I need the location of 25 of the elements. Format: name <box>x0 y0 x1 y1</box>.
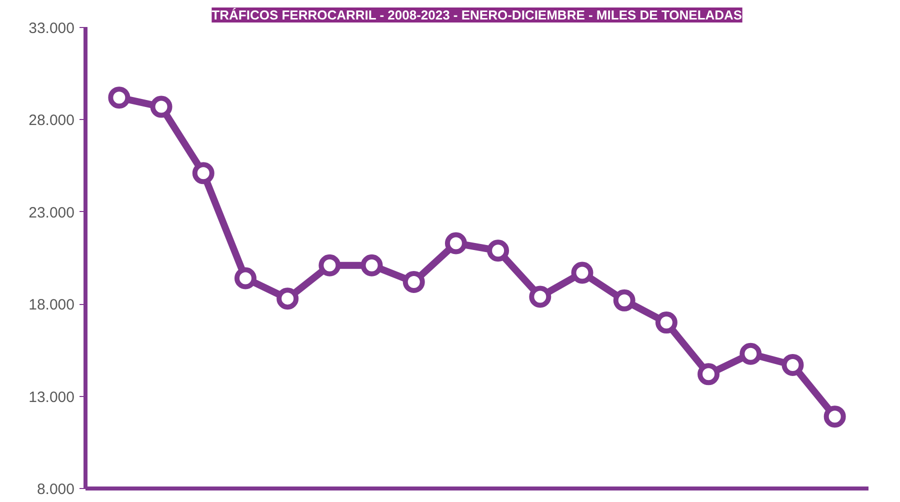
point <box>740 342 762 365</box>
point <box>613 289 636 312</box>
y-tick-label: 18.000 <box>28 296 75 314</box>
y-tick-label: 23.000 <box>28 204 75 222</box>
point <box>192 162 214 184</box>
point <box>698 363 720 386</box>
y-tick-label: 13.000 <box>28 388 75 406</box>
point <box>444 232 467 254</box>
point <box>487 240 510 262</box>
point <box>360 254 383 276</box>
point <box>318 254 341 276</box>
point <box>150 96 172 118</box>
point <box>276 288 299 310</box>
point <box>655 312 678 334</box>
point <box>529 286 552 308</box>
point <box>824 406 846 428</box>
point <box>234 267 256 290</box>
point <box>782 354 804 376</box>
chart-title: TRÁFICOS FERROCARRIL - 2008-2023 - ENERO-DICIEMBRE - MILES DE TONELADAS <box>212 8 742 22</box>
y-tick-label: 33.000 <box>28 20 75 37</box>
point <box>402 270 425 293</box>
y-tick-label: 28.000 <box>28 112 75 130</box>
point <box>108 86 130 109</box>
point <box>571 262 594 284</box>
y-tick-label: 8.000 <box>36 481 75 498</box>
